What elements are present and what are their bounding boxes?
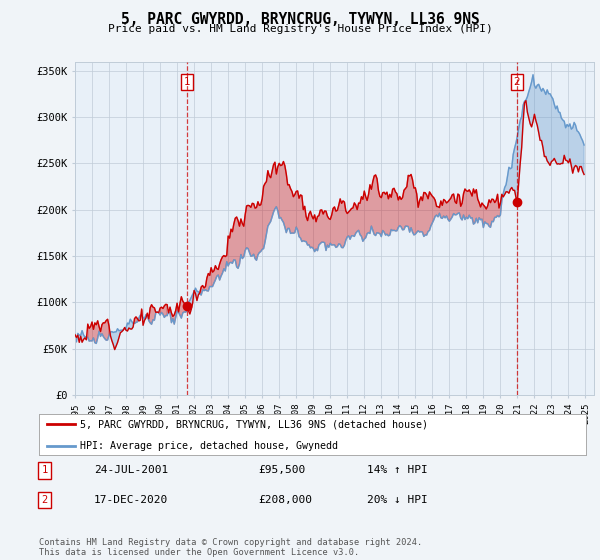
Text: 17-DEC-2020: 17-DEC-2020: [94, 495, 168, 505]
Text: 24-JUL-2001: 24-JUL-2001: [94, 465, 168, 475]
Text: 2: 2: [514, 77, 520, 87]
Text: 1: 1: [184, 77, 190, 87]
Text: Price paid vs. HM Land Registry's House Price Index (HPI): Price paid vs. HM Land Registry's House …: [107, 24, 493, 34]
Text: Contains HM Land Registry data © Crown copyright and database right 2024.
This d: Contains HM Land Registry data © Crown c…: [39, 538, 422, 557]
Text: HPI: Average price, detached house, Gwynedd: HPI: Average price, detached house, Gwyn…: [80, 441, 338, 451]
Text: 5, PARC GWYRDD, BRYNCRUG, TYWYN, LL36 9NS: 5, PARC GWYRDD, BRYNCRUG, TYWYN, LL36 9N…: [121, 12, 479, 27]
Text: £95,500: £95,500: [258, 465, 305, 475]
Text: 14% ↑ HPI: 14% ↑ HPI: [367, 465, 428, 475]
Text: £208,000: £208,000: [258, 495, 312, 505]
Text: 5, PARC GWYRDD, BRYNCRUG, TYWYN, LL36 9NS (detached house): 5, PARC GWYRDD, BRYNCRUG, TYWYN, LL36 9N…: [80, 419, 428, 430]
Text: 2: 2: [41, 495, 47, 505]
Text: 20% ↓ HPI: 20% ↓ HPI: [367, 495, 428, 505]
Text: 1: 1: [41, 465, 47, 475]
